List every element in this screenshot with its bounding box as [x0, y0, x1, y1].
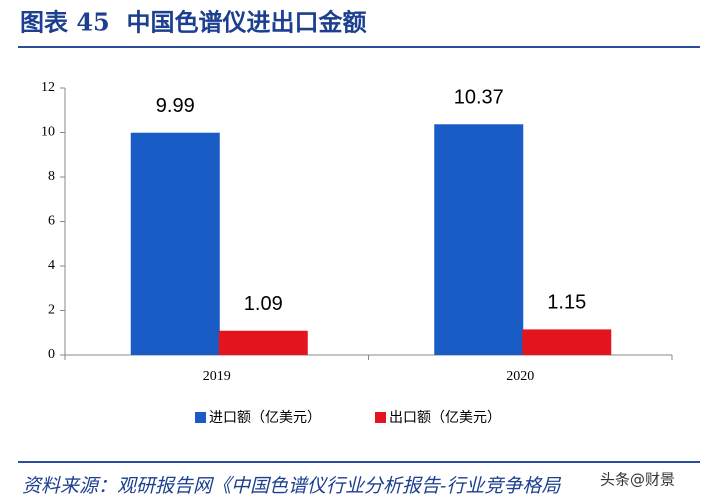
legend-label: 进口额（亿美元）: [209, 410, 321, 426]
y-tick-label: 4: [48, 258, 55, 273]
source-note: 资料来源：观研报告网《中国色谱仪行业分析报告-行业竞争格局: [22, 475, 561, 497]
bar: [218, 330, 308, 355]
legend-swatch: [195, 412, 206, 423]
watermark: 头条@财景: [600, 471, 675, 489]
value-label: 1.09: [244, 293, 283, 315]
bar: [130, 132, 220, 355]
bar: [434, 124, 524, 355]
x-tick-label: 2020: [506, 369, 534, 384]
y-tick-label: 12: [41, 80, 55, 95]
x-tick-label: 2019: [203, 369, 231, 384]
value-label: 1.15: [547, 292, 586, 314]
legend-swatch: [375, 412, 386, 423]
legend-label: 出口额（亿美元）: [389, 410, 501, 426]
bar: [522, 329, 612, 355]
value-label: 10.37: [454, 87, 504, 109]
y-tick-label: 2: [48, 303, 55, 318]
chart-title: 图表 45 中国色谱仪进出口金额: [20, 8, 366, 37]
value-label: 9.99: [156, 95, 195, 117]
y-tick-label: 8: [48, 169, 55, 184]
y-tick-label: 6: [48, 214, 55, 229]
y-tick-label: 0: [48, 347, 55, 362]
y-tick-label: 10: [41, 125, 55, 140]
